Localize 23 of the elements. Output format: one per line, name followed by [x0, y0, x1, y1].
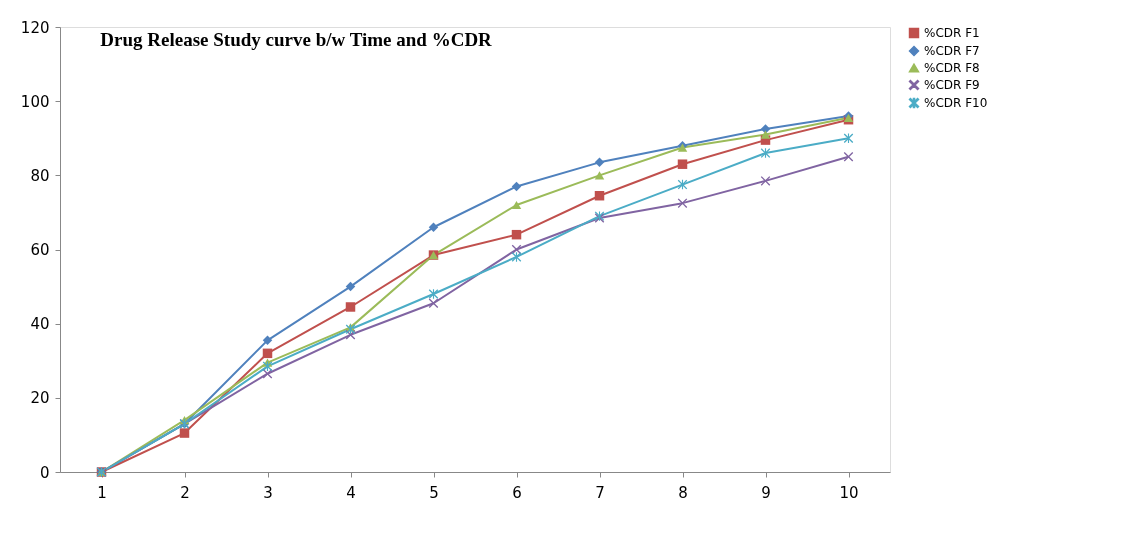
legend-label: %CDR F10 — [924, 96, 988, 110]
x-tick-label: 8 — [678, 483, 688, 502]
x-tick-label: 3 — [263, 483, 273, 502]
y-tick-label: 80 — [30, 166, 50, 185]
x-tick-label: 6 — [512, 483, 522, 502]
x-tick-label: 1 — [97, 483, 107, 502]
x-tick-label: 4 — [346, 483, 356, 502]
chart-title: Drug Release Study curve b/w Time and %CDR — [100, 29, 493, 50]
y-tick-label: 60 — [30, 241, 50, 259]
y-tick-label: 40 — [30, 315, 50, 334]
y-tick-label: 20 — [30, 389, 50, 408]
x-tick-label: 5 — [429, 483, 439, 502]
y-tick-label: 100 — [20, 92, 50, 111]
legend-label: %CDR F1 — [924, 26, 980, 40]
y-tick-label: 0 — [39, 463, 50, 482]
legend-label: %CDR F9 — [924, 78, 980, 92]
y-tick-label: 120 — [20, 18, 50, 37]
x-tick-label: 2 — [180, 483, 190, 502]
legend-label: %CDR F8 — [924, 61, 980, 75]
x-tick-label: 7 — [595, 483, 605, 502]
legend-label: %CDR F7 — [924, 44, 980, 58]
x-tick-label: 9 — [761, 483, 771, 502]
x-tick-label: 10 — [839, 483, 859, 502]
